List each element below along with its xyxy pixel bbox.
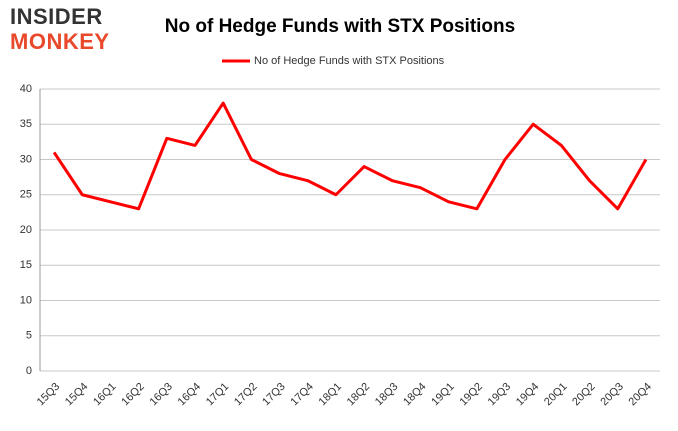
y-tick-label: 40 [20,83,32,95]
legend-label: No of Hedge Funds with STX Positions [254,55,445,67]
y-tick-label: 25 [20,189,32,201]
y-tick-label: 35 [20,118,32,130]
logo-line1: INSIDER [10,4,103,29]
y-tick-label: 20 [20,224,32,236]
logo-line2: MONKEY [10,29,110,54]
data-line [52,101,648,211]
chart-title: No of Hedge Funds with STX Positions [165,16,515,37]
y-tick-label: 5 [26,330,32,342]
y-tick-label: 0 [26,365,32,377]
y-tick-label: 10 [20,294,32,306]
y-tick-label: 30 [20,153,32,165]
y-tick-label: 15 [20,259,32,271]
